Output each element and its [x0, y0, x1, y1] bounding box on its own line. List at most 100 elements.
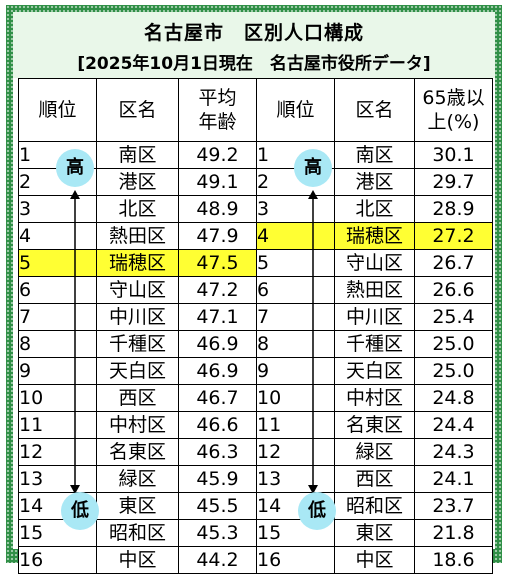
table-row: 5 瑞穂区 47.5 [18, 249, 257, 277]
ward-cell: 緑区 [334, 438, 415, 466]
rank-cell: 10 [18, 384, 97, 412]
ward-cell: 北区 [96, 195, 179, 223]
value-cell: 30.1 [414, 141, 493, 169]
table-row: 1 南区 30.1 [256, 141, 493, 169]
rank-cell: 3 [18, 195, 97, 223]
table-row: 10 西区 46.7 [18, 384, 257, 412]
table-row: 13 西区 24.1 [256, 465, 493, 493]
ward-cell: 中村区 [334, 384, 415, 412]
rank-cell: 9 [18, 357, 97, 385]
ward-cell: 東区 [96, 492, 179, 520]
ward-cell: 天白区 [334, 357, 415, 385]
right-rank-arrow [308, 190, 318, 494]
value-cell: 18.6 [414, 546, 493, 574]
title-area: 名古屋市 区別人口構成 [2025年10月1日現在 名古屋市役所データ] [13, 12, 495, 78]
ward-cell: 中区 [334, 546, 415, 574]
rank-cell: 12 [18, 438, 97, 466]
badge-low-right: 低 [298, 492, 336, 530]
average-age-table: 順位 区名 平均 年齢 1 南区 49.2 2 港区 49.1 3 北区 48.9 4 熱田区 47.… [18, 78, 257, 574]
table-row: 14 昭和区 23.7 [256, 492, 493, 520]
ward-cell: 昭和区 [96, 519, 179, 547]
table-header-row: 順位 区名 65歳以 上(%) [256, 78, 493, 142]
value-cell: 24.8 [414, 384, 493, 412]
table-header-row: 順位 区名 平均 年齢 [18, 78, 257, 142]
badge-low-left: 低 [61, 492, 99, 530]
value-cell: 25.0 [414, 357, 493, 385]
value-cell: 24.4 [414, 411, 493, 439]
header-rank: 順位 [18, 78, 97, 142]
rank-cell: 7 [256, 303, 335, 331]
table-row: 2 港区 49.1 [18, 168, 257, 196]
page-subtitle: [2025年10月1日現在 名古屋市役所データ] [77, 54, 431, 74]
ward-cell: 港区 [96, 168, 179, 196]
table-row: 8 千種区 25.0 [256, 330, 493, 358]
table-row: 5 守山区 26.7 [256, 249, 493, 277]
ward-cell: 千種区 [334, 330, 415, 358]
table-row: 7 中川区 47.1 [18, 303, 257, 331]
table-row: 4 瑞穂区 27.2 [256, 222, 493, 250]
ward-cell: 千種区 [96, 330, 179, 358]
left-rank-arrow [70, 190, 80, 494]
value-cell: 48.9 [178, 195, 257, 223]
rank-cell: 12 [256, 438, 335, 466]
header-ward: 区名 [96, 78, 179, 142]
ward-cell: 瑞穂区 [96, 249, 179, 277]
table-row: 11 名東区 24.4 [256, 411, 493, 439]
value-cell: 46.9 [178, 330, 257, 358]
value-cell: 46.6 [178, 411, 257, 439]
table-row: 15 昭和区 45.3 [18, 519, 257, 547]
value-cell: 21.8 [414, 519, 493, 547]
rank-cell: 16 [256, 546, 335, 574]
ward-cell: 東区 [334, 519, 415, 547]
value-cell: 29.7 [414, 168, 493, 196]
ward-cell: 北区 [334, 195, 415, 223]
value-cell: 23.7 [414, 492, 493, 520]
ward-cell: 中川区 [96, 303, 179, 331]
header-ward: 区名 [334, 78, 415, 142]
value-cell: 45.3 [178, 519, 257, 547]
table-row: 3 北区 48.9 [18, 195, 257, 223]
table-row: 10 中村区 24.8 [256, 384, 493, 412]
header-rank: 順位 [256, 78, 335, 142]
ward-cell: 守山区 [334, 249, 415, 277]
table-row: 15 東区 21.8 [256, 519, 493, 547]
table-row: 6 守山区 47.2 [18, 276, 257, 304]
ward-cell: 西区 [334, 465, 415, 493]
table-row: 2 港区 29.7 [256, 168, 493, 196]
value-cell: 27.2 [414, 222, 493, 250]
value-cell: 25.0 [414, 330, 493, 358]
value-cell: 28.9 [414, 195, 493, 223]
ward-cell: 中区 [96, 546, 179, 574]
rank-cell: 6 [18, 276, 97, 304]
table-row: 4 熱田区 47.9 [18, 222, 257, 250]
table-row: 12 緑区 24.3 [256, 438, 493, 466]
badge-high-right: 高 [294, 149, 332, 187]
value-cell: 26.6 [414, 276, 493, 304]
value-cell: 49.2 [178, 141, 257, 169]
header-elderly-ratio: 65歳以 上(%) [414, 78, 493, 142]
rank-cell: 5 [256, 249, 335, 277]
table-row: 11 中村区 46.6 [18, 411, 257, 439]
rank-cell: 9 [256, 357, 335, 385]
rank-cell: 7 [18, 303, 97, 331]
rank-cell: 11 [256, 411, 335, 439]
header-average-age: 平均 年齢 [178, 78, 257, 142]
value-cell: 46.9 [178, 357, 257, 385]
value-cell: 45.9 [178, 465, 257, 493]
table-row: 8 千種区 46.9 [18, 330, 257, 358]
value-cell: 47.5 [178, 249, 257, 277]
rank-cell: 13 [256, 465, 335, 493]
page-title: 名古屋市 区別人口構成 [143, 22, 364, 44]
ward-cell: 天白区 [96, 357, 179, 385]
rank-cell: 8 [18, 330, 97, 358]
value-cell: 46.7 [178, 384, 257, 412]
rank-cell: 8 [256, 330, 335, 358]
ward-cell: 中村区 [96, 411, 179, 439]
value-cell: 49.1 [178, 168, 257, 196]
badge-high-left: 高 [56, 149, 94, 187]
table-row: 1 南区 49.2 [18, 141, 257, 169]
elderly-ratio-table: 順位 区名 65歳以 上(%) 1 南区 30.1 2 港区 29.7 3 北区 28.9 4 瑞穂… [256, 78, 493, 574]
rank-cell: 4 [18, 222, 97, 250]
rank-cell: 13 [18, 465, 97, 493]
value-cell: 45.5 [178, 492, 257, 520]
